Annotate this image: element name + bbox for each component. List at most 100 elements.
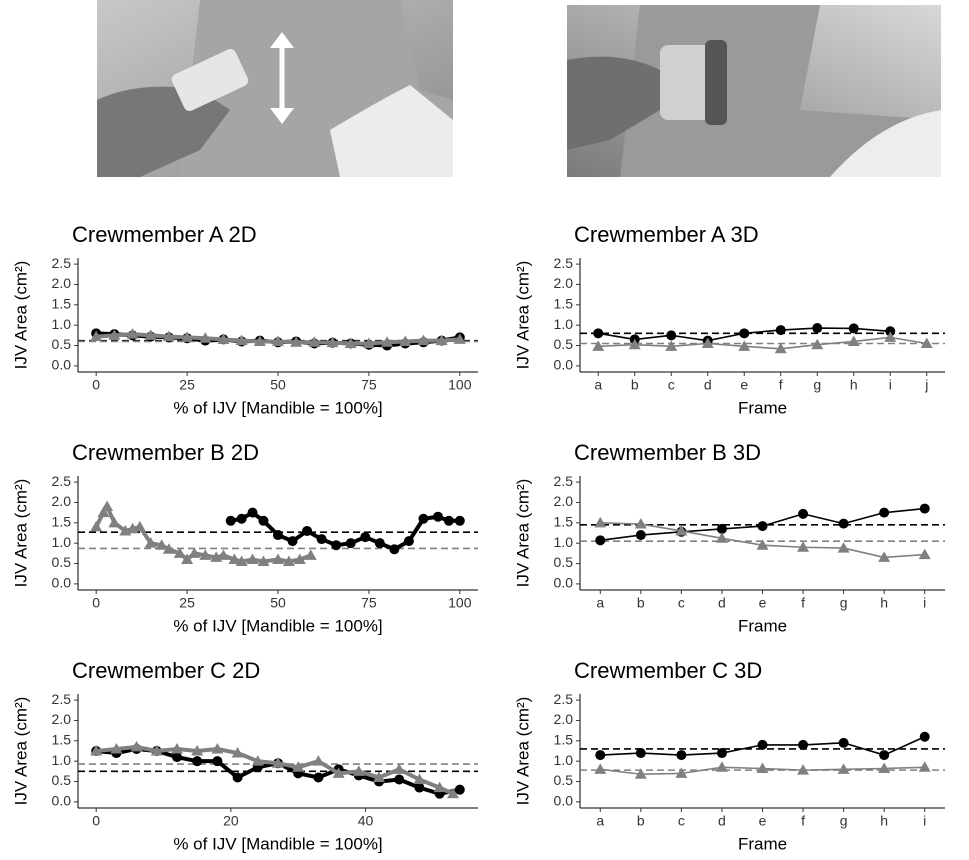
circle-marker [879,750,890,761]
circle-marker [374,538,385,549]
circle-marker [258,515,269,526]
triangle-marker [435,334,448,346]
triangle-marker [130,740,143,752]
x-tick-label: g [813,377,821,393]
circle-marker [595,535,606,546]
circle-marker [171,752,182,763]
y-tick-label: 1.0 [52,534,72,550]
triangle-marker [332,767,345,778]
circle-marker [879,507,890,518]
y-tick-label: 1.5 [554,514,574,530]
triangle-marker [231,747,244,758]
circle-marker [418,513,429,524]
triangle-marker [433,781,446,793]
circle-marker [635,530,646,541]
chart-title: Crewmember A 3D [574,222,759,247]
triangle-marker [675,767,688,778]
triangle-marker [108,329,121,340]
triangle-marker [235,334,248,346]
triangle-marker [878,762,891,774]
triangle-marker [173,547,186,558]
triangle-marker [756,539,769,550]
x-tick-label: j [924,377,928,393]
x-tick-label: b [631,377,639,393]
triangle-marker [170,742,183,754]
triangle-marker [188,547,201,558]
triangle-marker [344,337,357,348]
triangle-marker [381,336,394,347]
x-tick-label: c [668,377,675,393]
y-tick-label: 2.0 [52,493,72,509]
circle-marker [331,540,342,551]
circle-marker [838,737,849,748]
x-tick-label: f [779,377,783,393]
circle-marker [433,511,443,522]
y-tick-label: 2.5 [554,473,574,489]
y-tick-label: 0.5 [554,772,574,788]
circle-marker [443,515,454,526]
triangle-marker [108,516,121,528]
x-tick-label: c [678,813,685,829]
triangle-marker [304,549,317,560]
triangle-marker [594,763,607,774]
y-axis-title: IJV Area (cm²) [513,697,532,806]
photo-2d-probe [97,0,453,177]
circle-marker [287,536,298,547]
chart-panel: Crewmember A 3D IJV Area (cm²) Frame 0.0 0.5… [513,222,945,417]
y-tick-label: 2.5 [52,255,72,271]
triangle-marker [797,764,810,775]
circle-marker [848,323,859,334]
circle-marker [454,784,465,795]
x-tick-label: b [637,813,645,829]
chart-panel: Crewmember C 3D IJV Area (cm²) Frame 0.0 0.5… [513,658,945,853]
triangle-marker [97,506,110,518]
y-axis-title: IJV Area (cm²) [513,479,532,588]
x-tick-label: 25 [179,595,195,611]
triangle-marker [126,328,139,339]
triangle-marker [272,757,284,768]
y-tick-label: 2.5 [52,473,72,489]
chart-panel: Crewmember B 3D IJV Area (cm²) Frame 0.0 0.5… [513,440,945,635]
triangle-marker [373,771,386,782]
triangle-marker [181,331,194,342]
x-tick-label: h [880,595,888,611]
chart-panel: Crewmember B 2D IJV Area (cm²) % of IJV [M… [11,440,478,635]
circle-marker [360,532,371,543]
circle-marker [232,772,243,783]
x-tick-label: d [704,377,712,393]
circle-marker [403,536,414,547]
circle-marker [812,323,823,334]
circle-marker [394,774,405,785]
triangle-marker [282,555,295,566]
y-tick-label: 2.0 [554,711,574,727]
circle-marker [225,515,236,526]
triangle-marker [246,553,259,564]
triangle-marker [292,761,305,772]
triangle-marker [715,532,728,543]
y-axis-title: IJV Area (cm²) [11,697,30,806]
triangle-marker [211,742,224,754]
triangle-marker [326,336,339,348]
triangle-marker [453,333,466,344]
x-tick-label: 20 [223,813,239,829]
triangle-marker [155,539,168,550]
triangle-marker [738,340,751,351]
x-tick-label: i [923,813,926,829]
triangle-marker [918,761,931,772]
y-tick-label: 2.5 [554,691,574,707]
triangle-marker [181,553,194,564]
x-tick-label: 50 [270,595,286,611]
triangle-marker [217,333,230,344]
chart-title: Crewmember A 2D [72,222,257,247]
triangle-marker [251,755,264,766]
y-tick-label: 2.0 [52,275,72,291]
x-tick-label: a [596,595,604,611]
circle-marker [716,748,727,759]
circle-marker [757,521,768,532]
triangle-marker [701,337,714,348]
triangle-marker [594,516,607,528]
triangle-marker [774,342,787,354]
triangle-marker [272,335,284,346]
x-tick-label: 50 [270,377,286,393]
y-tick-label: 0.0 [554,357,574,373]
